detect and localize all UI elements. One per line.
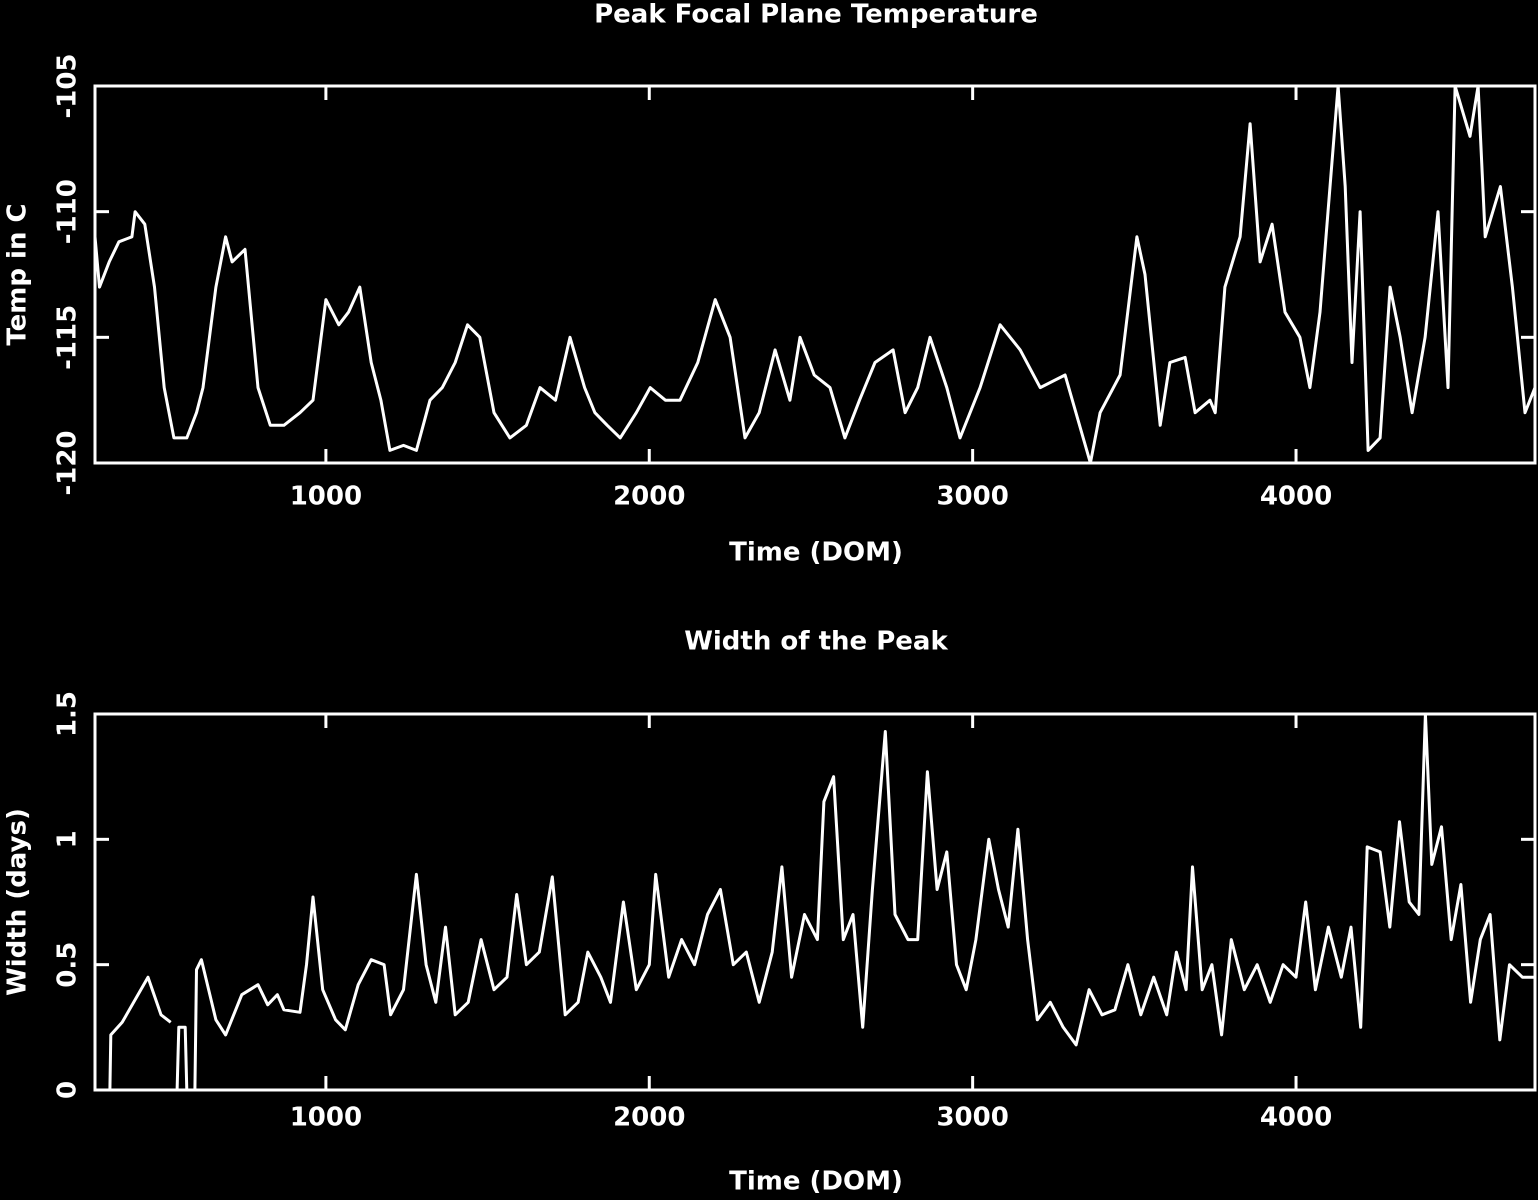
y-tick-label: -110 (53, 179, 83, 244)
x-tick-label: 3000 (936, 1103, 1008, 1133)
y-tick-label: -120 (53, 430, 83, 495)
data-line (93, 84, 1537, 465)
x-tick-label: 3000 (936, 482, 1008, 512)
y-axis-label: Temp in C (3, 203, 33, 345)
y-tick-label: 1.5 (53, 691, 83, 737)
chart-title: Width of the Peak (684, 627, 948, 657)
y-tick-label: 0.5 (53, 942, 83, 988)
y-tick-label: 1 (53, 830, 83, 848)
y-tick-label: -105 (53, 53, 83, 118)
chart-title: Peak Focal Plane Temperature (594, 0, 1038, 30)
x-tick-label: 2000 (613, 1103, 685, 1133)
data-line (193, 712, 1535, 1091)
y-tick-label: -115 (53, 305, 83, 370)
x-tick-label: 4000 (1260, 1103, 1332, 1133)
data-line (108, 975, 172, 1091)
x-axis-label: Time (DOM) (729, 538, 903, 568)
y-tick-label: 0 (53, 1081, 83, 1099)
y-axis-label: Width (days) (3, 808, 33, 996)
x-axis-label: Time (DOM) (729, 1167, 903, 1197)
x-tick-label: 4000 (1260, 482, 1332, 512)
x-tick-label: 1000 (290, 482, 362, 512)
x-tick-label: 2000 (613, 482, 685, 512)
x-tick-label: 1000 (290, 1103, 362, 1133)
data-line (175, 1025, 189, 1091)
plot-frame (93, 84, 1537, 465)
plot-frame (93, 712, 1537, 1092)
